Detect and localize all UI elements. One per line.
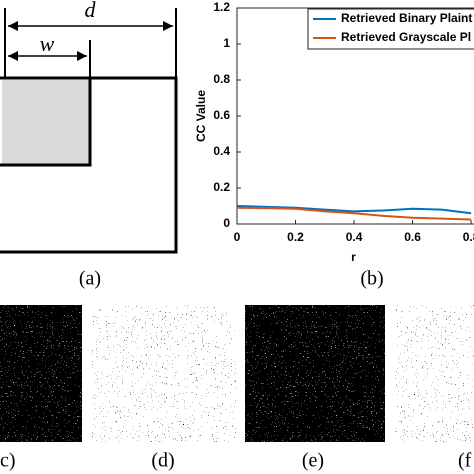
diagram (0, 8, 178, 254)
y-tick-label: 1 (223, 36, 230, 50)
x-tick-label: 0.6 (404, 230, 421, 244)
legend-box (307, 8, 474, 50)
caption: (a) (79, 268, 101, 290)
series-line (236, 205, 472, 215)
series-line (236, 206, 472, 221)
x-tick-label: 0.8 (463, 230, 474, 244)
y-tick-label: 0.6 (213, 108, 230, 122)
legend-label: Retrieved Binary Plaint (341, 11, 472, 25)
caption: (b) (360, 268, 383, 290)
chart: 0 0.2 0.4 0.6 0.8 1 1.2 0 0.2 0.4 0.6 0.8 r CC Value R… (194, 0, 474, 264)
y-tick-label: 0 (223, 216, 230, 230)
y-tick-label: 0.8 (213, 72, 230, 86)
x-tick-label: 0 (234, 230, 241, 244)
caption: (d) (151, 450, 174, 472)
legend-label: Retrieved Grayscale Pl (341, 30, 471, 44)
caption: c) (0, 450, 16, 472)
y-tick-label: 0.2 (213, 180, 230, 194)
x-tick-label: 0.2 (287, 230, 304, 244)
caption: (e) (302, 450, 324, 472)
x-axis-label: r (351, 250, 356, 264)
y-tick-label: 0.4 (213, 144, 230, 158)
noise-image (92, 305, 236, 442)
noise-image (395, 305, 474, 442)
y-axis-label: CC Value (194, 90, 208, 142)
noise-image (0, 305, 82, 442)
dimension-label: w (40, 31, 55, 56)
y-tick-label: 1.2 (213, 0, 230, 14)
noise-image (245, 305, 385, 442)
x-tick-label: 0.4 (346, 230, 363, 244)
dimension-label: d (85, 0, 97, 22)
caption: (f (458, 450, 472, 472)
